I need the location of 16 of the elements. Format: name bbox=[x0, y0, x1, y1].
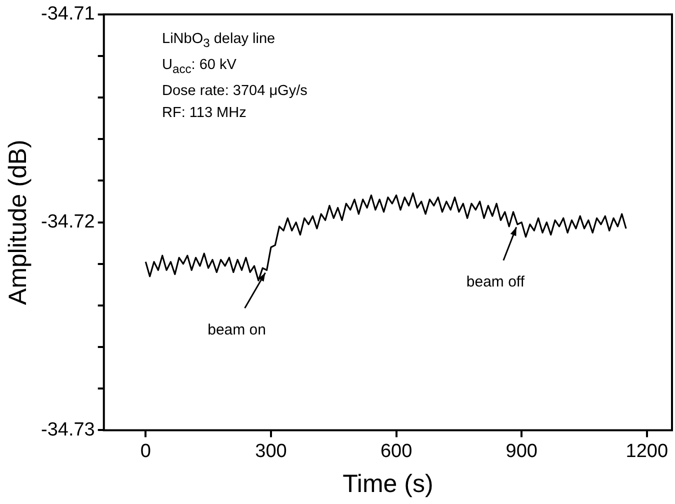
y-axis-title: Amplitude (dB) bbox=[4, 140, 32, 305]
x-axis-title: Time (s) bbox=[342, 470, 434, 498]
annotation: U$_{acc}$: 60 kV bbox=[162, 56, 238, 78]
y-tick-label: -34.71 bbox=[41, 4, 95, 25]
x-tick-label: 900 bbox=[506, 440, 538, 462]
annotation: beam off bbox=[466, 274, 526, 291]
y-tick-label: -34.73 bbox=[41, 419, 95, 440]
y-tick-label: -34.72 bbox=[41, 212, 95, 233]
x-tick-label: 300 bbox=[255, 440, 287, 462]
annotation: LiNbO$_{3}$ delay line bbox=[162, 30, 276, 52]
annotation: beam on bbox=[208, 321, 266, 338]
x-tick-label: 1200 bbox=[626, 440, 668, 462]
x-tick-label: 0 bbox=[140, 440, 151, 462]
annotation: Dose rate: 3704 μGy/s bbox=[162, 82, 308, 101]
x-tick-label: 600 bbox=[380, 440, 412, 462]
annotation: RF: 113 MHz bbox=[162, 104, 248, 123]
